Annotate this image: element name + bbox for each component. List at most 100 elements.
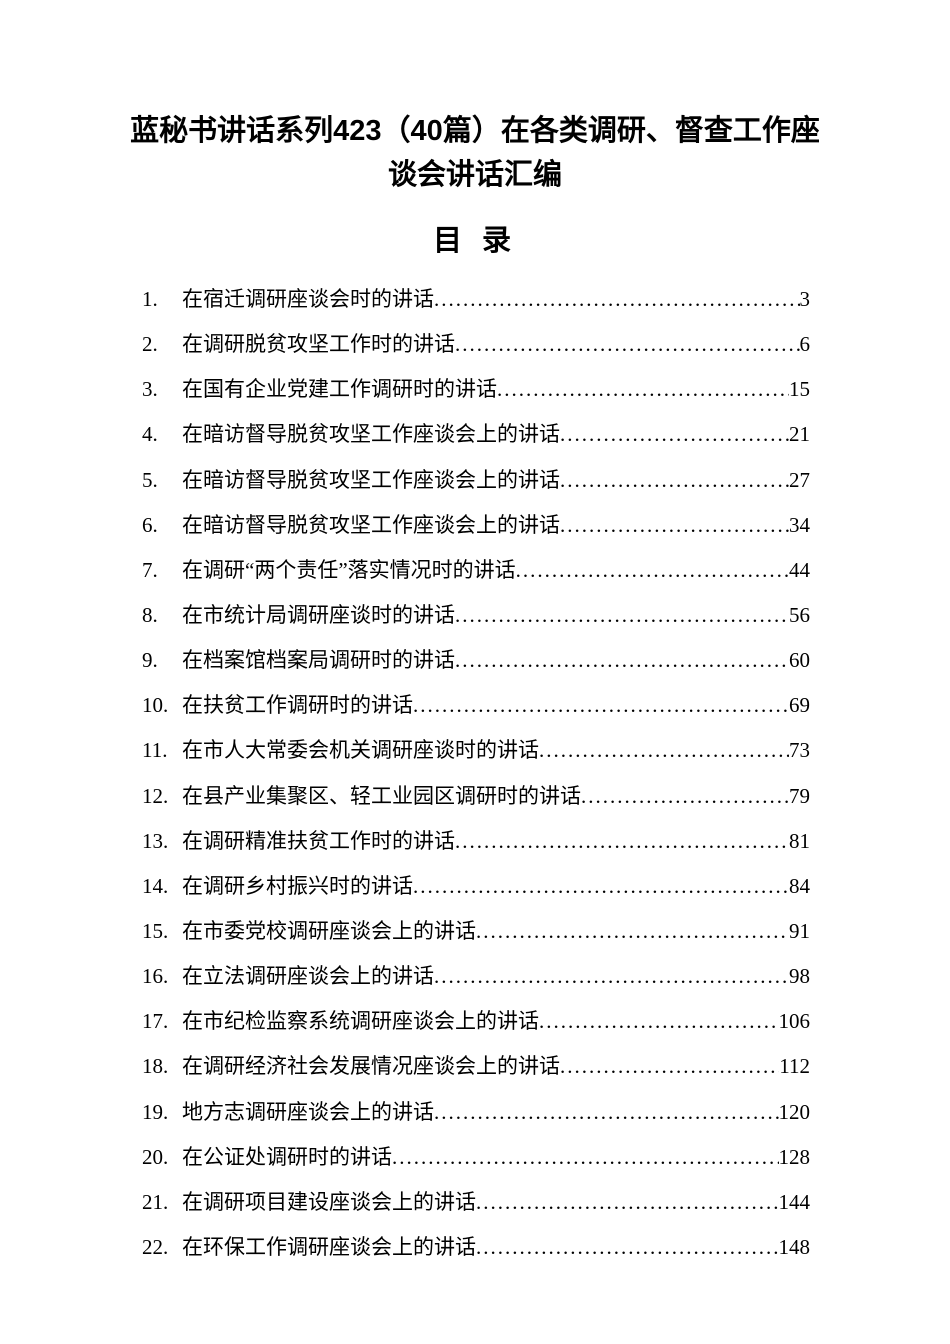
toc-item-leader-dots [413, 683, 789, 728]
toc-item: 10.在扶贫工作调研时的讲话 69 [140, 683, 810, 728]
toc-item-number: 5. [140, 458, 182, 503]
toc-item-number: 10. [140, 683, 182, 728]
toc-item-leader-dots [497, 367, 789, 412]
toc-item-number: 20. [140, 1135, 182, 1180]
toc-item-leader-dots [392, 1135, 779, 1180]
toc-item-leader-dots [476, 1180, 779, 1225]
toc-item-page: 21 [789, 412, 810, 457]
toc-item: 14.在调研乡村振兴时的讲话84 [140, 864, 810, 909]
toc-item-title: 在调研经济社会发展情况座谈会上的讲话 [182, 1044, 560, 1089]
toc-item: 1.在宿迁调研座谈会时的讲话 3 [140, 277, 810, 322]
toc-item-page: 69 [789, 683, 810, 728]
toc-item-number: 17. [140, 999, 182, 1044]
toc-item-number: 15. [140, 909, 182, 954]
toc-item-leader-dots [434, 954, 789, 999]
toc-list: 1.在宿迁调研座谈会时的讲话32.在调研脱贫攻坚工作时的讲话63.在国有企业党建… [130, 277, 820, 1270]
toc-item: 8.在市统计局调研座谈时的讲话56 [140, 593, 810, 638]
toc-item-title: 在市统计局调研座谈时的讲话 [182, 593, 455, 638]
toc-item-leader-dots [455, 322, 800, 367]
toc-item-title: 在调研项目建设座谈会上的讲话 [182, 1180, 476, 1225]
toc-item: 13.在调研精准扶贫工作时的讲话 81 [140, 819, 810, 864]
toc-item-leader-dots [476, 1225, 779, 1270]
toc-item-page: 60 [789, 638, 810, 683]
toc-item-title: 在扶贫工作调研时的讲话 [182, 683, 413, 728]
toc-item-title: 在国有企业党建工作调研时的讲话 [182, 367, 497, 412]
toc-item-number: 14. [140, 864, 182, 909]
toc-item-number: 1. [140, 277, 182, 322]
toc-item-leader-dots [455, 819, 789, 864]
toc-item: 17.在市纪检监察系统调研座谈会上的讲话 106 [140, 999, 810, 1044]
toc-item: 9.在档案馆档案局调研时的讲话60 [140, 638, 810, 683]
toc-item-title: 在市委党校调研座谈会上的讲话 [182, 909, 476, 954]
toc-item-title: 地方志调研座谈会上的讲话 [182, 1090, 434, 1135]
toc-item: 7.在调研“两个责任”落实情况时的讲话44 [140, 548, 810, 593]
toc-item-leader-dots [476, 909, 789, 954]
toc-item-page: 34 [789, 503, 810, 548]
toc-item-number: 13. [140, 819, 182, 864]
toc-item-title: 在暗访督导脱贫攻坚工作座谈会上的讲话 [182, 458, 560, 503]
toc-item-title: 在宿迁调研座谈会时的讲话 [182, 277, 434, 322]
toc-item-page: 6 [800, 322, 811, 367]
toc-item-leader-dots [560, 503, 789, 548]
toc-item-leader-dots [560, 412, 789, 457]
toc-item-title: 在公证处调研时的讲话 [182, 1135, 392, 1180]
toc-item-title: 在调研“两个责任”落实情况时的讲话 [182, 548, 516, 593]
toc-item-title: 在暗访督导脱贫攻坚工作座谈会上的讲话 [182, 412, 560, 457]
toc-item-leader-dots [560, 1044, 779, 1089]
toc-item-number: 4. [140, 412, 182, 457]
toc-item: 6.在暗访督导脱贫攻坚工作座谈会上的讲话 34 [140, 503, 810, 548]
document-title: 蓝秘书讲话系列423（40篇）在各类调研、督查工作座谈会讲话汇编 [130, 110, 820, 197]
toc-item-page: 56 [789, 593, 810, 638]
toc-item-page: 144 [779, 1180, 811, 1225]
toc-item-page: 106 [779, 999, 811, 1044]
toc-item-leader-dots [516, 548, 789, 593]
toc-item-page: 15 [789, 367, 810, 412]
toc-item-page: 27 [789, 458, 810, 503]
toc-item-leader-dots [539, 728, 789, 773]
toc-item-page: 112 [779, 1044, 810, 1089]
toc-item-number: 6. [140, 503, 182, 548]
toc-item-title: 在暗访督导脱贫攻坚工作座谈会上的讲话 [182, 503, 560, 548]
toc-item-title: 在立法调研座谈会上的讲话 [182, 954, 434, 999]
toc-item: 15.在市委党校调研座谈会上的讲话 91 [140, 909, 810, 954]
toc-item-title: 在调研脱贫攻坚工作时的讲话 [182, 322, 455, 367]
toc-item-number: 18. [140, 1044, 182, 1089]
toc-item: 11.在市人大常委会机关调研座谈时的讲话 73 [140, 728, 810, 773]
toc-item-leader-dots [455, 638, 789, 683]
toc-item-number: 11. [140, 728, 182, 773]
toc-item-leader-dots [539, 999, 779, 1044]
toc-item-page: 120 [779, 1090, 811, 1135]
toc-item-leader-dots [434, 1090, 779, 1135]
toc-item-leader-dots [413, 864, 789, 909]
toc-item-title: 在调研精准扶贫工作时的讲话 [182, 819, 455, 864]
toc-item-leader-dots [560, 458, 789, 503]
toc-item: 18.在调研经济社会发展情况座谈会上的讲话 112 [140, 1044, 810, 1089]
toc-item-number: 3. [140, 367, 182, 412]
toc-item-title: 在环保工作调研座谈会上的讲话 [182, 1225, 476, 1270]
toc-item-page: 128 [779, 1135, 811, 1180]
toc-item-title: 在市人大常委会机关调研座谈时的讲话 [182, 728, 539, 773]
toc-item-number: 19. [140, 1090, 182, 1135]
toc-item: 4.在暗访督导脱贫攻坚工作座谈会上的讲话 21 [140, 412, 810, 457]
toc-item: 3.在国有企业党建工作调研时的讲话 15 [140, 367, 810, 412]
toc-item: 2.在调研脱贫攻坚工作时的讲话6 [140, 322, 810, 367]
toc-item-title: 在市纪检监察系统调研座谈会上的讲话 [182, 999, 539, 1044]
toc-item-page: 73 [789, 728, 810, 773]
toc-item-title: 在县产业集聚区、轻工业园区调研时的讲话 [182, 774, 581, 819]
toc-item-page: 84 [789, 864, 810, 909]
toc-item: 16.在立法调研座谈会上的讲话98 [140, 954, 810, 999]
toc-item: 20.在公证处调研时的讲话 128 [140, 1135, 810, 1180]
toc-heading: 目 录 [130, 217, 820, 259]
toc-item-page: 91 [789, 909, 810, 954]
toc-item-leader-dots [581, 774, 789, 819]
toc-item-page: 79 [789, 774, 810, 819]
toc-item-page: 98 [789, 954, 810, 999]
toc-item-page: 3 [800, 277, 811, 322]
toc-item-number: 7. [140, 548, 182, 593]
toc-item-number: 21. [140, 1180, 182, 1225]
toc-item: 21.在调研项目建设座谈会上的讲话 144 [140, 1180, 810, 1225]
toc-item-leader-dots [434, 277, 800, 322]
toc-item-page: 148 [779, 1225, 811, 1270]
toc-item-page: 81 [789, 819, 810, 864]
toc-item-number: 9. [140, 638, 182, 683]
